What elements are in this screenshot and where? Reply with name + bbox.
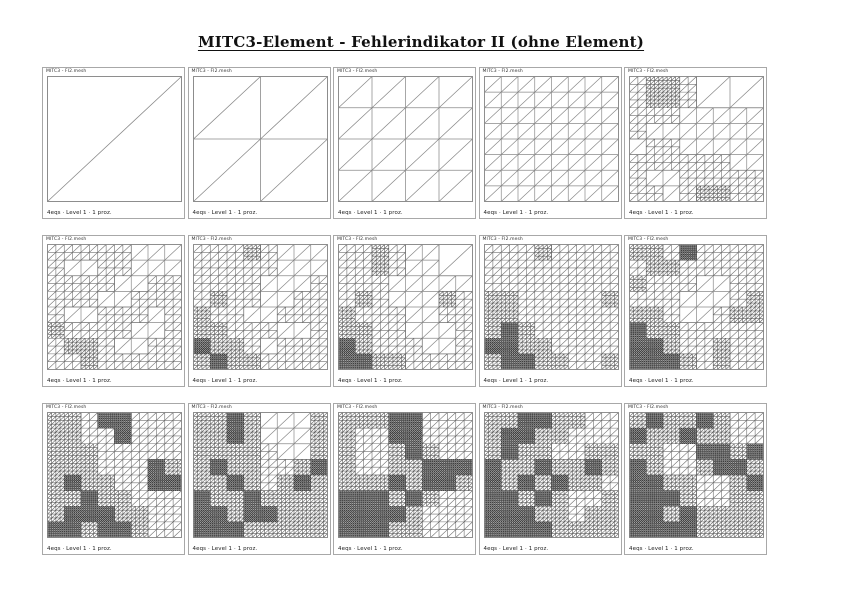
mesh-plot <box>629 244 764 370</box>
mesh-plot <box>47 412 182 538</box>
panel-bottom-label: 4eqs · Level 1 · 1 proz. <box>192 378 258 384</box>
panel-top-label: MITC3 - FI2.mesh <box>482 69 523 74</box>
mesh-panel: MITC3 - FI2.mesh 4eqs · Level 1 · 1 proz… <box>333 67 476 219</box>
mesh-plot <box>483 244 619 370</box>
mesh-panel: MITC3 - FI2.mesh 4eqs · Level 1 · 1 proz… <box>42 403 185 555</box>
mesh-plot <box>629 412 764 538</box>
panel-top-label: MITC3 - FI2.mesh <box>482 405 523 410</box>
panel-bottom-label: 4eqs · Level 1 · 1 proz. <box>629 546 694 552</box>
panel-bottom-label: 4eqs · Level 1 · 1 proz. <box>483 378 549 384</box>
panel-bottom-label: 4eqs · Level 1 · 1 proz. <box>47 210 112 216</box>
page-title: MITC3-Element - Fehlerindikator II (ohne… <box>197 33 645 51</box>
mesh-plot <box>47 244 182 370</box>
panel-top-label: MITC3 - FI2.mesh <box>191 69 232 74</box>
panel-bottom-label: 4eqs · Level 1 · 1 proz. <box>338 210 403 216</box>
mesh-panel: MITC3 - FI2.mesh 4eqs · Level 1 · 1 proz… <box>333 403 476 555</box>
mesh-plot <box>483 76 619 202</box>
mesh-panel: MITC3 - FI2.mesh 4eqs · Level 1 · 1 proz… <box>478 235 622 387</box>
mesh-plot <box>338 412 473 538</box>
mesh-panel: MITC3 - FI2.mesh 4eqs · Level 1 · 1 proz… <box>187 403 331 555</box>
panel-bottom-label: 4eqs · Level 1 · 1 proz. <box>338 378 403 384</box>
panel-top-label: MITC3 - FI2.mesh <box>482 237 523 242</box>
mesh-panel: MITC3 - FI2.mesh 4eqs · Level 1 · 1 proz… <box>42 235 185 387</box>
panel-top-label: MITC3 - FI2.mesh <box>628 237 669 242</box>
panel-bottom-label: 4eqs · Level 1 · 1 proz. <box>483 546 549 552</box>
mesh-grid: MITC3 - FI2.mesh 4eqs · Level 1 · 1 proz… <box>42 67 767 555</box>
mesh-panel: MITC3 - FI2.mesh 4eqs · Level 1 · 1 proz… <box>624 67 767 219</box>
panel-top-label: MITC3 - FI2.mesh <box>628 69 669 74</box>
mesh-plot <box>338 244 473 370</box>
panel-top-label: MITC3 - FI2.mesh <box>337 69 378 74</box>
mesh-plot <box>192 244 328 370</box>
panel-top-label: MITC3 - FI2.mesh <box>46 237 87 242</box>
mesh-panel: MITC3 - FI2.mesh 4eqs · Level 1 · 1 proz… <box>624 235 767 387</box>
panel-bottom-label: 4eqs · Level 1 · 1 proz. <box>629 378 694 384</box>
mesh-panel: MITC3 - FI2.mesh 4eqs · Level 1 · 1 proz… <box>42 67 185 219</box>
panel-top-label: MITC3 - FI2.mesh <box>191 237 232 242</box>
panel-top-label: MITC3 - FI2.mesh <box>337 405 378 410</box>
mesh-plot <box>629 76 764 202</box>
panel-bottom-label: 4eqs · Level 1 · 1 proz. <box>338 546 403 552</box>
panel-top-label: MITC3 - FI2.mesh <box>628 405 669 410</box>
mesh-panel: MITC3 - FI2.mesh 4eqs · Level 1 · 1 proz… <box>333 235 476 387</box>
mesh-plot <box>192 412 328 538</box>
mesh-plot <box>192 76 328 202</box>
mesh-plot <box>483 412 619 538</box>
panel-bottom-label: 4eqs · Level 1 · 1 proz. <box>192 210 258 216</box>
mesh-panel: MITC3 - FI2.mesh 4eqs · Level 1 · 1 proz… <box>478 67 622 219</box>
panel-top-label: MITC3 - FI2.mesh <box>46 69 87 74</box>
panel-bottom-label: 4eqs · Level 1 · 1 proz. <box>47 546 112 552</box>
panel-top-label: MITC3 - FI2.mesh <box>191 405 232 410</box>
mesh-panel: MITC3 - FI2.mesh 4eqs · Level 1 · 1 proz… <box>478 403 622 555</box>
panel-bottom-label: 4eqs · Level 1 · 1 proz. <box>47 378 112 384</box>
mesh-panel: MITC3 - FI2.mesh 4eqs · Level 1 · 1 proz… <box>187 235 331 387</box>
panel-bottom-label: 4eqs · Level 1 · 1 proz. <box>629 210 694 216</box>
mesh-panel: MITC3 - FI2.mesh 4eqs · Level 1 · 1 proz… <box>187 67 331 219</box>
panel-bottom-label: 4eqs · Level 1 · 1 proz. <box>483 210 549 216</box>
panel-top-label: MITC3 - FI2.mesh <box>46 405 87 410</box>
mesh-panel: MITC3 - FI2.mesh 4eqs · Level 1 · 1 proz… <box>624 403 767 555</box>
mesh-plot <box>47 76 182 202</box>
panel-top-label: MITC3 - FI2.mesh <box>337 237 378 242</box>
panel-bottom-label: 4eqs · Level 1 · 1 proz. <box>192 546 258 552</box>
mesh-plot <box>338 76 473 202</box>
